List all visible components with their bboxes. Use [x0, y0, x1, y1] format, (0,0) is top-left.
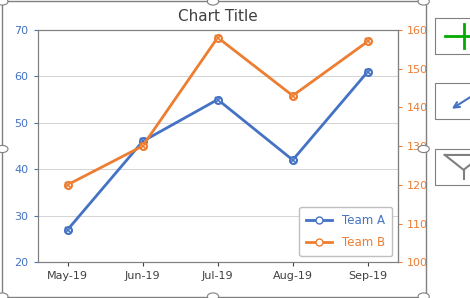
- Team A: [215, 98, 220, 101]
- Title: Chart Title: Chart Title: [178, 10, 258, 24]
- Team B: [365, 40, 371, 43]
- Legend: Team A, Team B: Team A, Team B: [299, 207, 392, 256]
- Line: Team B: Team B: [64, 34, 371, 188]
- Team B: [290, 94, 296, 97]
- Line: Team A: Team A: [64, 68, 371, 233]
- Team A: [65, 228, 70, 232]
- Team A: [365, 70, 371, 73]
- Team B: [215, 36, 220, 39]
- Team A: [290, 158, 296, 162]
- Team A: [140, 139, 146, 143]
- Team B: [140, 144, 146, 148]
- Team B: [65, 183, 70, 187]
